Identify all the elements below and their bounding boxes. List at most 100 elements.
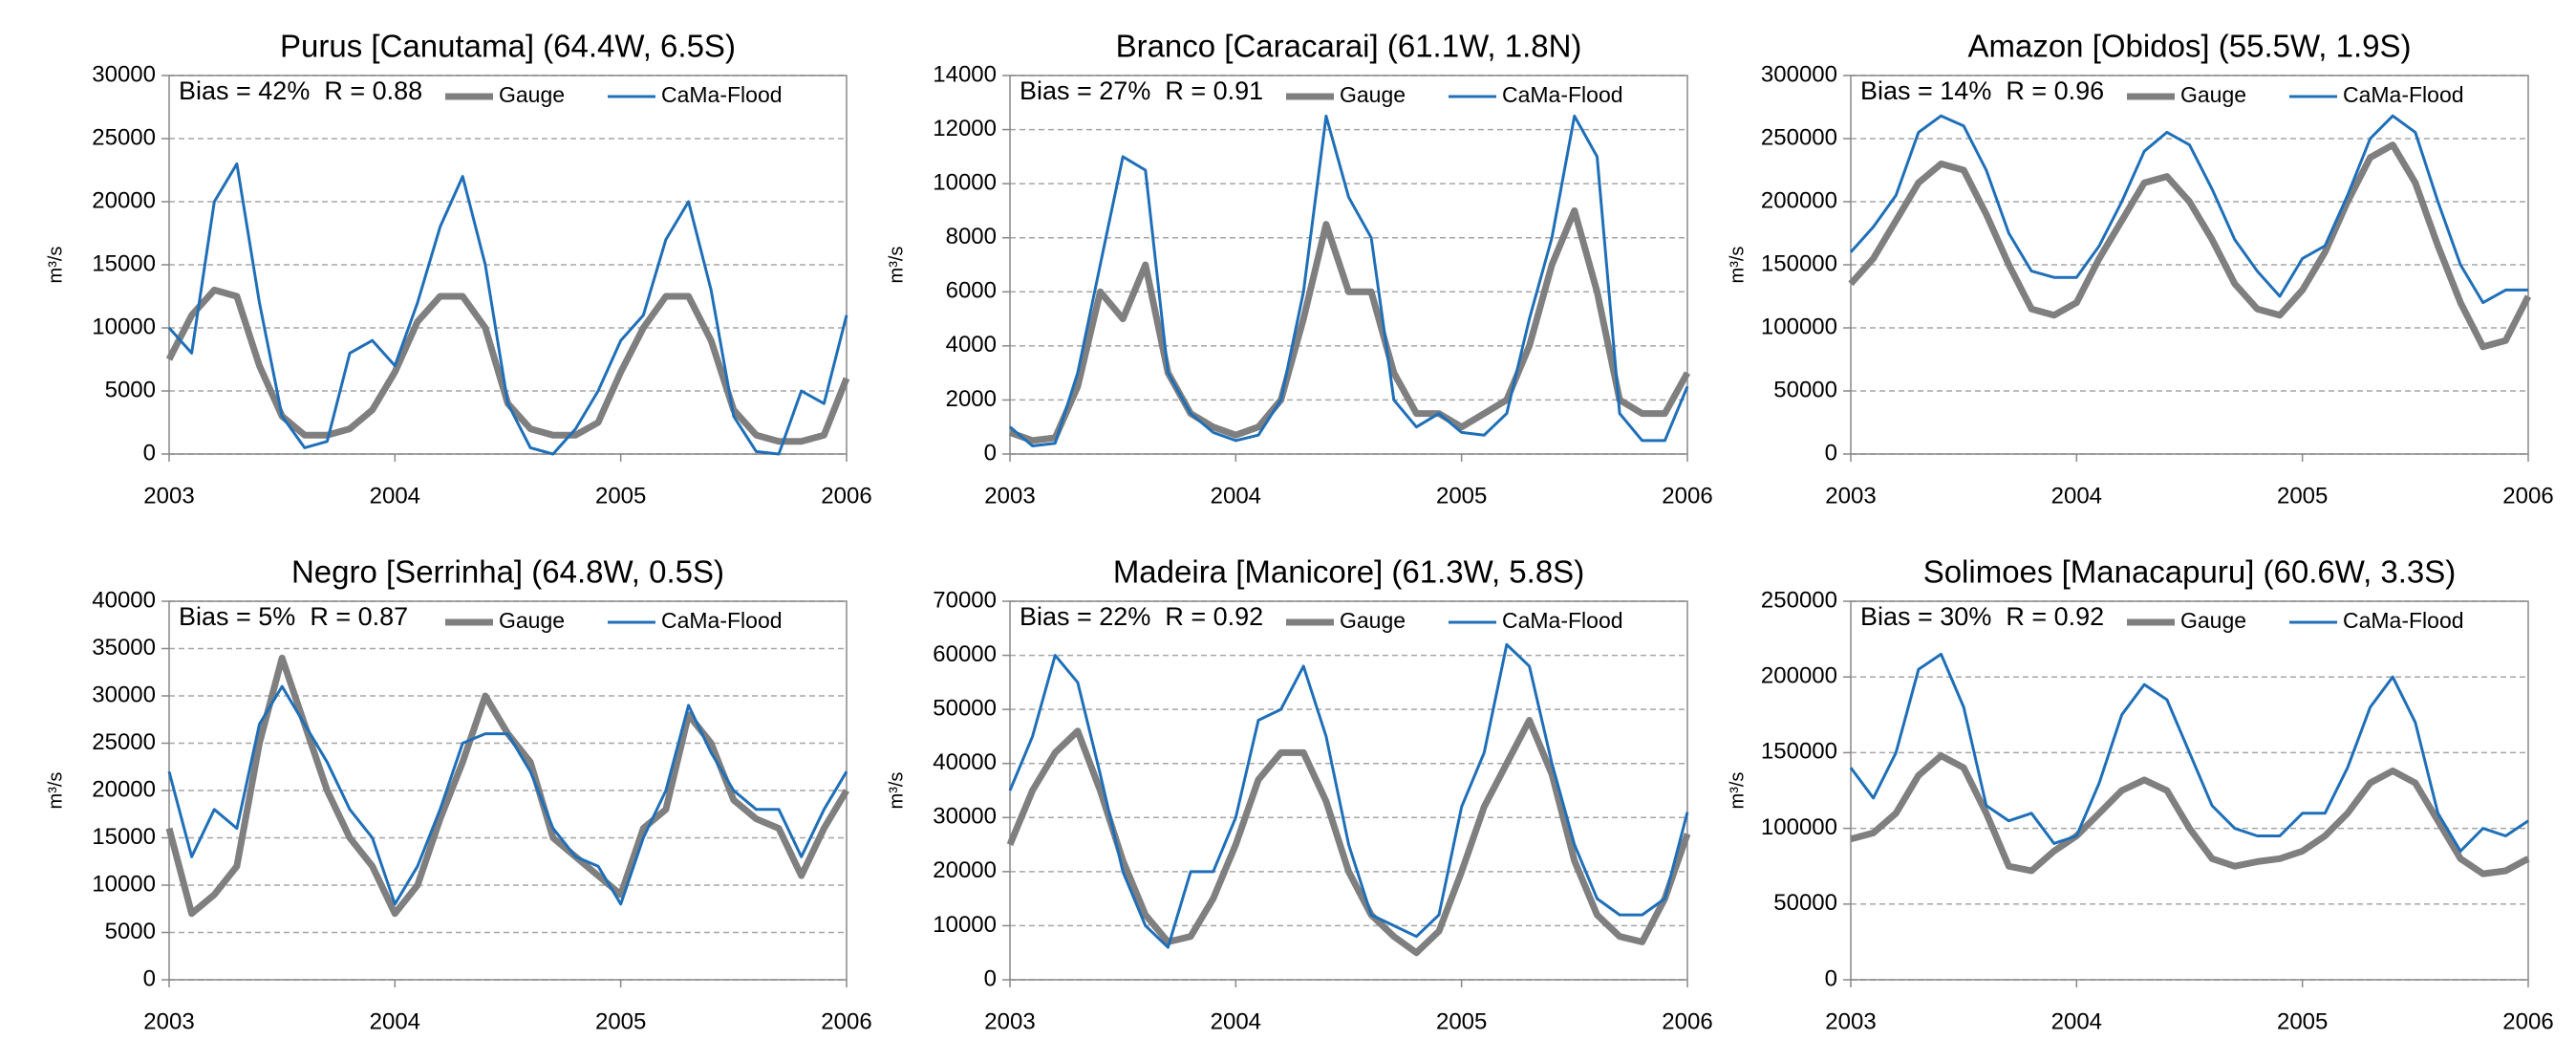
annotation: Bias = 14% R = 0.96 bbox=[1860, 76, 2104, 105]
legend-label: CaMa-Flood bbox=[661, 608, 783, 633]
annotation: Bias = 42% R = 0.88 bbox=[179, 76, 422, 105]
x-tick-label: 2006 bbox=[821, 483, 871, 509]
plot-frame bbox=[1850, 600, 2529, 981]
y-tick-label: 15000 bbox=[92, 250, 156, 276]
series-line bbox=[1848, 141, 2532, 351]
y-tick-label: 14000 bbox=[933, 61, 997, 87]
x-tick-label: 2003 bbox=[984, 483, 1035, 509]
y-tick-label: 70000 bbox=[933, 587, 997, 613]
legend-label: Gauge bbox=[499, 82, 565, 107]
y-tick-label: 50000 bbox=[933, 695, 997, 721]
x-tick-label: 2004 bbox=[2051, 1008, 2102, 1034]
legend-label: Gauge bbox=[2180, 82, 2246, 107]
y-axis-label: m³/s bbox=[886, 772, 907, 810]
y-tick-label: 0 bbox=[984, 965, 997, 991]
y-tick-label: 15000 bbox=[92, 824, 156, 850]
series-line bbox=[1850, 752, 2530, 878]
y-tick-label: 40000 bbox=[92, 587, 156, 613]
x-tick-label: 2003 bbox=[1825, 483, 1876, 509]
x-tick-label: 2005 bbox=[595, 1008, 646, 1034]
y-tick-label: 30000 bbox=[933, 804, 997, 830]
plot-frame bbox=[1009, 600, 1688, 981]
x-tick-label: 2006 bbox=[1662, 483, 1712, 509]
x-tick-label: 2005 bbox=[2277, 483, 2328, 509]
y-tick-label: 0 bbox=[1825, 965, 1837, 991]
series-line bbox=[1008, 206, 1691, 444]
annotation: Bias = 22% R = 0.92 bbox=[1020, 602, 1263, 631]
y-tick-label: 30000 bbox=[92, 61, 156, 87]
y-axis-label: m³/s bbox=[45, 247, 66, 284]
y-axis-label: m³/s bbox=[1727, 247, 1748, 284]
y-tick-label: 50000 bbox=[1773, 890, 1837, 916]
y-tick-label: 10000 bbox=[92, 871, 156, 897]
legend-label: Gauge bbox=[2180, 608, 2246, 633]
chart-title: Negro [Serrinha] (64.8W, 0.5S) bbox=[291, 554, 724, 590]
panel: Negro [Serrinha] (64.8W, 0.5S) 0 5000 10000… bbox=[45, 554, 871, 1035]
chart-title: Amazon [Obidos] (55.5W, 1.9S) bbox=[1967, 29, 2411, 64]
x-tick-label: 2004 bbox=[1211, 483, 1261, 509]
series-line bbox=[167, 162, 848, 456]
y-tick-label: 10000 bbox=[933, 912, 997, 938]
chart-title: Solimoes [Manacapuru] (60.6W, 3.3S) bbox=[1923, 554, 2457, 590]
y-tick-label: 25000 bbox=[92, 124, 156, 150]
x-tick-label: 2004 bbox=[2051, 483, 2102, 509]
plot-frame bbox=[1009, 75, 1688, 455]
x-tick-label: 2003 bbox=[143, 1008, 194, 1034]
y-tick-label: 10000 bbox=[92, 314, 156, 339]
panel: Madeira [Manicore] (61.3W, 5.8S) 0 10000 20… bbox=[886, 554, 1712, 1035]
series-line bbox=[1849, 114, 2528, 305]
chart-title: Purus [Canutama] (64.4W, 6.5S) bbox=[280, 29, 736, 64]
x-tick-label: 2006 bbox=[1662, 1008, 1712, 1034]
series-line bbox=[167, 684, 848, 906]
y-tick-label: 60000 bbox=[933, 641, 997, 667]
x-tick-label: 2004 bbox=[370, 483, 420, 509]
annotation: Bias = 27% R = 0.91 bbox=[1020, 76, 1263, 105]
y-tick-label: 100000 bbox=[1761, 314, 1837, 339]
x-tick-label: 2005 bbox=[595, 483, 646, 509]
chart-title: Madeira [Manicore] (61.3W, 5.8S) bbox=[1113, 554, 1584, 590]
y-tick-label: 300000 bbox=[1761, 61, 1837, 87]
legend-label: CaMa-Flood bbox=[1502, 608, 1623, 633]
y-tick-label: 0 bbox=[143, 440, 156, 466]
y-tick-label: 25000 bbox=[92, 729, 156, 755]
annotation: Bias = 30% R = 0.92 bbox=[1860, 602, 2104, 631]
y-tick-label: 5000 bbox=[105, 377, 156, 402]
y-axis-label: m³/s bbox=[45, 772, 66, 810]
y-axis-label: m³/s bbox=[886, 247, 907, 284]
y-tick-label: 200000 bbox=[1761, 187, 1837, 213]
y-tick-label: 12000 bbox=[933, 116, 997, 141]
y-tick-label: 10000 bbox=[933, 169, 997, 195]
y-tick-label: 20000 bbox=[92, 187, 156, 213]
legend-label: Gauge bbox=[1340, 608, 1406, 633]
y-tick-label: 0 bbox=[984, 440, 997, 466]
y-tick-label: 8000 bbox=[946, 224, 997, 249]
y-tick-label: 30000 bbox=[92, 682, 156, 707]
series-line bbox=[1849, 652, 2529, 853]
x-tick-label: 2006 bbox=[2502, 483, 2553, 509]
y-tick-label: 0 bbox=[143, 965, 156, 991]
x-tick-label: 2005 bbox=[2277, 1008, 2328, 1034]
panel: Purus [Canutama] (64.4W, 6.5S) 0 5000 10000… bbox=[45, 29, 871, 509]
y-tick-label: 0 bbox=[1825, 440, 1837, 466]
x-tick-label: 2004 bbox=[1211, 1008, 1261, 1034]
y-tick-label: 40000 bbox=[933, 749, 997, 775]
legend-label: Gauge bbox=[1340, 82, 1406, 107]
series-line bbox=[1008, 642, 1689, 949]
y-tick-label: 35000 bbox=[92, 635, 156, 661]
x-tick-label: 2003 bbox=[143, 483, 194, 509]
x-tick-label: 2003 bbox=[1825, 1008, 1876, 1034]
legend-label: CaMa-Flood bbox=[2343, 608, 2464, 633]
y-tick-label: 200000 bbox=[1761, 663, 1837, 689]
y-tick-label: 20000 bbox=[92, 776, 156, 802]
annotation: Bias = 5% R = 0.87 bbox=[179, 602, 408, 631]
x-tick-label: 2005 bbox=[1436, 483, 1487, 509]
plot-frame bbox=[168, 75, 848, 455]
panel: Solimoes [Manacapuru] (60.6W, 3.3S) 0 5000… bbox=[1727, 554, 2553, 1035]
x-tick-label: 2006 bbox=[821, 1008, 871, 1034]
y-tick-label: 250000 bbox=[1761, 587, 1837, 613]
series-line bbox=[1006, 717, 1691, 957]
chart-title: Branco [Caracarai] (61.1W, 1.8N) bbox=[1116, 29, 1582, 64]
series-line bbox=[1009, 114, 1689, 447]
y-tick-label: 250000 bbox=[1761, 124, 1837, 150]
